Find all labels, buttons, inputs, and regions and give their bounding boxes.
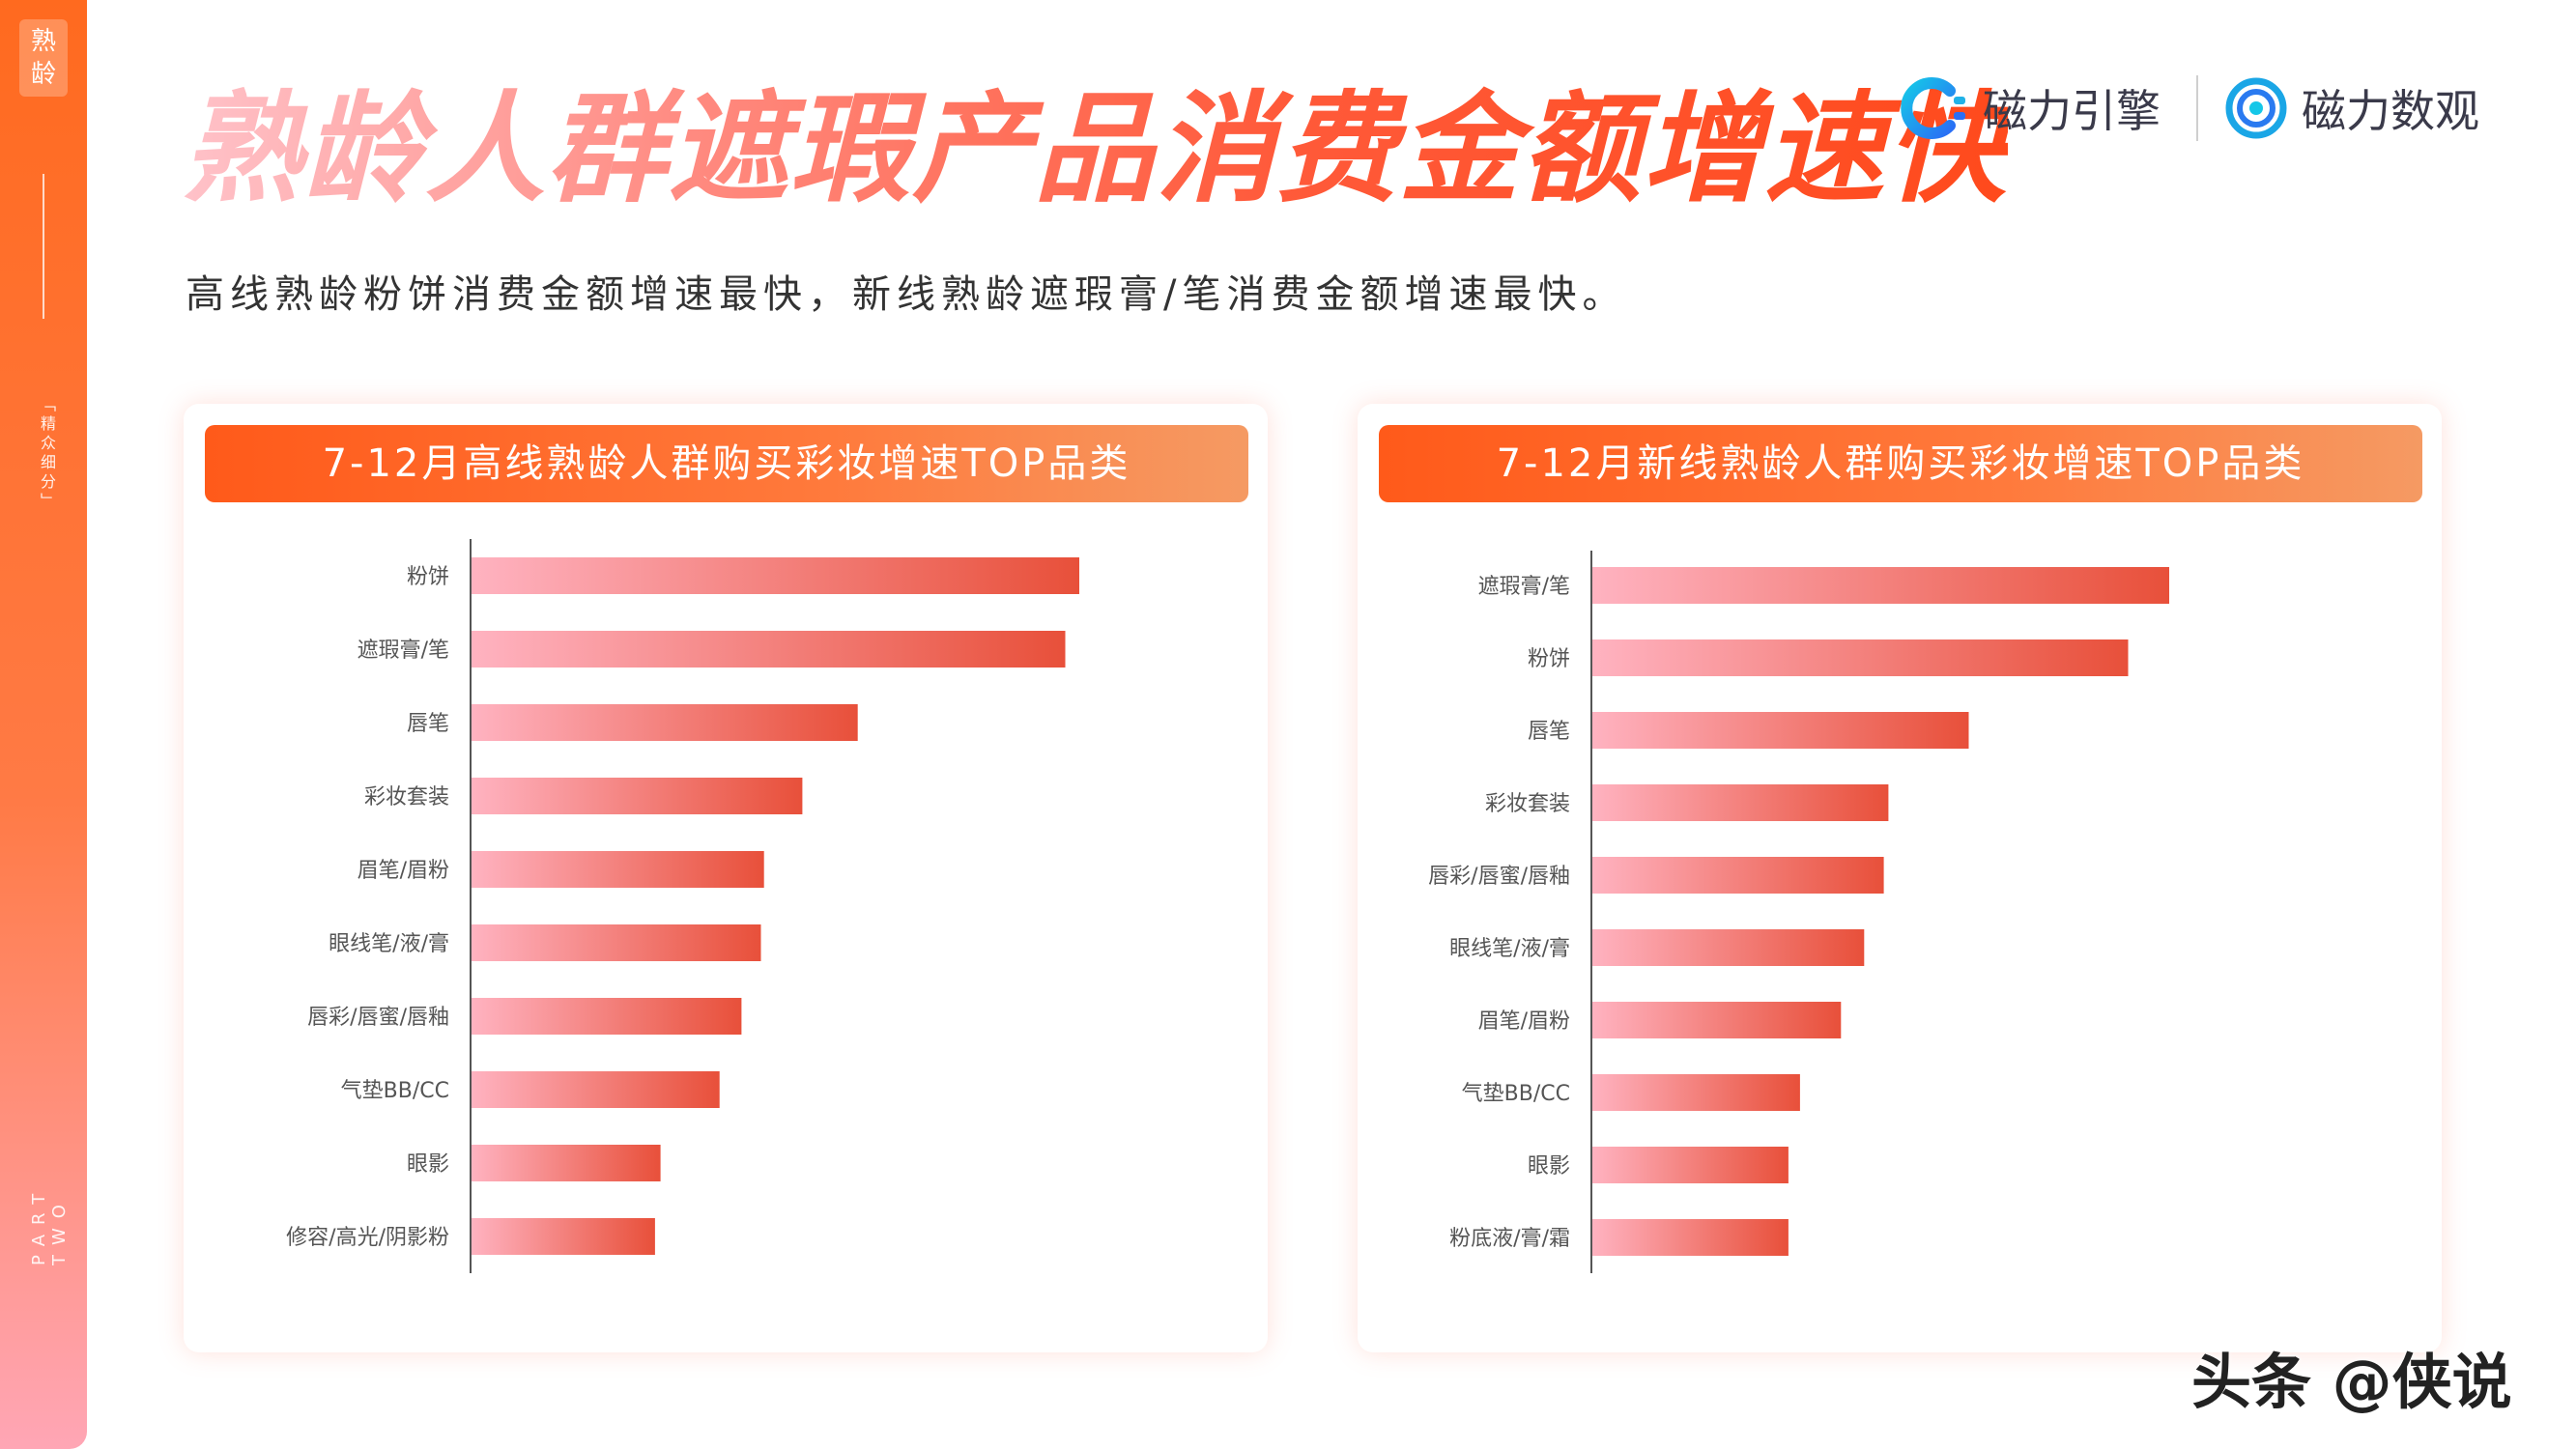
bar: [1591, 1002, 1842, 1038]
divider: [43, 174, 44, 319]
category-label: 眼线笔/液/膏: [329, 932, 449, 956]
bar: [471, 704, 858, 741]
section-subtitle: 「精众细分」: [38, 396, 56, 512]
bar: [1591, 784, 1889, 821]
category-label: 粉饼: [1528, 647, 1570, 671]
brand-logos: 磁力引擎 磁力数观: [1894, 70, 2512, 147]
category-label: 唇笔: [407, 712, 449, 736]
category-label: 彩妆套装: [364, 785, 449, 810]
category-label: 气垫BB/CC: [341, 1079, 449, 1103]
logo-text: 磁力数观: [2302, 85, 2479, 137]
category-label: 眼线笔/液/膏: [1449, 937, 1570, 961]
bar: [1591, 1219, 1789, 1256]
category-label: 遮瑕膏/笔: [358, 639, 449, 663]
category-label: 眉笔/眉粉: [358, 859, 449, 883]
category-label: 粉底液/膏/霜: [1449, 1227, 1570, 1251]
category-label: 粉饼: [407, 565, 449, 589]
category-label: 唇笔: [1528, 720, 1570, 744]
bar: [1591, 639, 2129, 676]
logo-text: 磁力引擎: [1983, 85, 2161, 137]
chart-panel-low-tier: 7-12月新线熟龄人群购买彩妆增速TOP品类 遮瑕膏/笔粉饼唇笔彩妆套装唇彩/唇…: [1358, 404, 2442, 1352]
bar: [471, 924, 761, 961]
bar: [471, 998, 742, 1035]
chart-panel-high-tier: 7-12月高线熟龄人群购买彩妆增速TOP品类 粉饼遮瑕膏/笔唇笔彩妆套装眉笔/眉…: [184, 404, 1268, 1352]
category-label: 气垫BB/CC: [1462, 1082, 1570, 1106]
c-logo-icon: [1901, 77, 1965, 139]
section-badge: 熟龄: [19, 19, 68, 97]
bar: [471, 1145, 661, 1181]
category-label: 眉笔/眉粉: [1478, 1009, 1570, 1034]
logo-cili-shuguan: 磁力数观: [2222, 70, 2479, 147]
page-title: 熟龄人群遮瑕产品消费金额增速快: [182, 77, 2008, 222]
chart-title: 7-12月新线熟龄人群购买彩妆增速TOP品类: [1379, 425, 2422, 502]
bar: [1591, 1074, 1800, 1111]
bar: [1591, 929, 1865, 966]
bar: [471, 631, 1066, 668]
ring-logo-icon: [2225, 77, 2287, 139]
side-strip: 熟龄 「精众细分」 PART TWO: [0, 0, 87, 1449]
page-subtitle: 高线熟龄粉饼消费金额增速最快，新线熟龄遮瑕膏/笔消费金额增速最快。: [186, 272, 1627, 317]
category-label: 彩妆套装: [1485, 792, 1570, 816]
category-label: 眼影: [1528, 1154, 1570, 1179]
logo-divider: [2196, 75, 2198, 141]
category-label: 修容/高光/阴影粉: [286, 1226, 449, 1250]
category-label: 眼影: [407, 1152, 449, 1177]
watermark: 头条 @侠说: [2191, 1347, 2512, 1417]
bar: [1591, 567, 2169, 604]
bar: [471, 851, 764, 888]
category-label: 唇彩/唇蜜/唇釉: [307, 1006, 449, 1030]
category-label: 唇彩/唇蜜/唇釉: [1428, 865, 1570, 889]
category-label: 遮瑕膏/笔: [1478, 575, 1570, 599]
bar: [471, 778, 803, 814]
logo-cili-engine: 磁力引擎: [1894, 70, 2161, 147]
bar: [1591, 712, 1969, 749]
bar: [471, 1218, 655, 1255]
bar-chart-low-tier: 遮瑕膏/笔粉饼唇笔彩妆套装唇彩/唇蜜/唇釉眼线笔/液/膏眉笔/眉粉气垫BB/CC…: [1428, 551, 2169, 1273]
bar: [471, 1071, 720, 1108]
chart-title: 7-12月高线熟龄人群购买彩妆增速TOP品类: [205, 425, 1248, 502]
bar-chart-high-tier: 粉饼遮瑕膏/笔唇笔彩妆套装眉笔/眉粉眼线笔/液/膏唇彩/唇蜜/唇釉气垫BB/CC…: [286, 539, 1079, 1273]
bar: [1591, 1147, 1789, 1183]
part-label: PART TWO: [29, 1183, 70, 1265]
bar: [1591, 857, 1884, 894]
bar: [471, 557, 1079, 594]
